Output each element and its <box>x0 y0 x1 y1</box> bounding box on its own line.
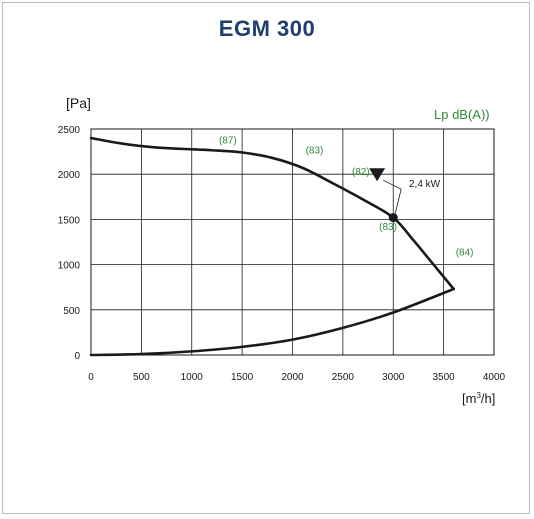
operating-point <box>388 213 398 223</box>
annotations: (87) (83) (82) (83) (84) <box>219 135 474 258</box>
x-tick-label: 4000 <box>483 372 506 383</box>
lp-annotation: (84) <box>456 248 474 259</box>
power-label: 2,4 kW <box>409 179 441 190</box>
y-tick-label: 2000 <box>58 170 81 181</box>
lp-annotation: (87) <box>219 135 237 146</box>
x-tick-label: 3000 <box>382 372 405 383</box>
y-tick-label: 1500 <box>58 215 81 226</box>
grid <box>90 128 495 356</box>
y-tick-label: 2500 <box>58 125 81 136</box>
chart-frame <box>2 2 530 514</box>
x-tick-label: 2000 <box>281 372 304 383</box>
chart-title: EGM 300 <box>218 16 316 41</box>
selection-triangle-marker <box>369 168 386 182</box>
system-curve <box>89 287 455 357</box>
y-tick-label: 0 <box>74 351 80 362</box>
y-axis-label: [Pa] <box>66 95 91 111</box>
y-tick-label: 1000 <box>58 261 81 272</box>
x-axis-label: [m3/h] <box>462 391 495 406</box>
x-tick-label: 500 <box>133 372 150 383</box>
x-axis-label-end: /h] <box>481 391 495 406</box>
x-tick-label: 0 <box>88 372 94 383</box>
x-tick-label: 3500 <box>433 372 456 383</box>
x-tick-label: 2500 <box>332 372 355 383</box>
power-leader-line <box>382 179 402 214</box>
curves <box>89 136 455 357</box>
y-tick-label: 500 <box>63 306 80 317</box>
lp-annotation: (83) <box>306 145 324 156</box>
lp-annotation: (83) <box>379 222 397 233</box>
x-axis-label-sup: 3 <box>476 391 481 400</box>
x-axis-label-main: [m <box>462 391 476 406</box>
lp-annotation: (82) <box>352 167 370 178</box>
x-tick-label: 1000 <box>181 372 204 383</box>
lp-label: Lp dB(A)) <box>434 107 490 122</box>
fan-curve <box>89 136 455 291</box>
x-tick-label: 1500 <box>231 372 254 383</box>
tick-labels: 0 500 1000 1500 2000 2500 3000 3500 4000 0 500 1000… <box>58 125 506 383</box>
